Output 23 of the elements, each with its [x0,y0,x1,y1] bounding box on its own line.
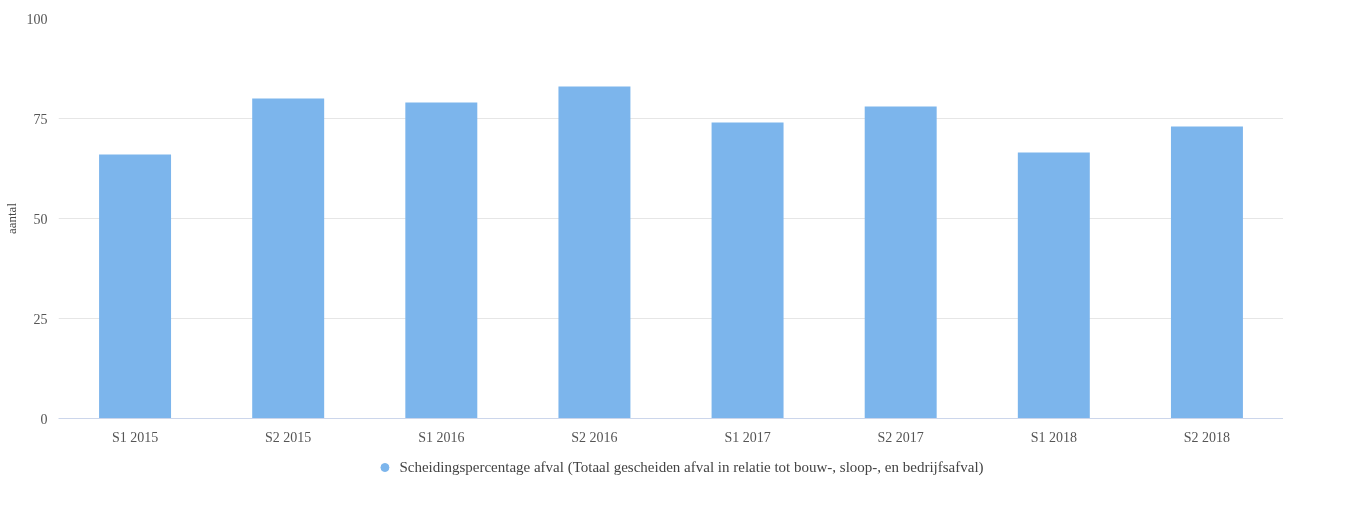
legend-label: Scheidingspercentage afval (Totaal gescheiden afval in relatie tot bouw-, sloop-, en bedrijfsafval) [399,458,984,476]
y-tick-label: 100 [26,11,48,27]
x-tick-label: S1 2017 [724,429,771,445]
x-tick-label: S1 2018 [1030,429,1077,445]
y-tick-label: 75 [33,111,48,127]
y-axis-title: aantal [3,202,19,235]
x-tick-label: S1 2015 [111,429,159,445]
x-tick-label: S2 2017 [877,429,924,445]
y-tick-label: 0 [40,411,48,427]
x-tick-label: S2 2015 [265,429,312,445]
x-tick-label: S2 2016 [571,429,618,445]
x-tick-label: S2 2018 [1183,429,1231,445]
y-tick-label: 25 [33,311,48,327]
x-tick-label: S1 2016 [418,429,465,445]
bar [99,154,172,419]
y-tick-label: 50 [33,211,48,227]
bar [405,102,478,419]
bar [711,122,784,419]
bar [1017,152,1090,419]
bar [558,86,631,419]
bar [252,98,325,419]
bar [1170,126,1243,419]
bar [864,106,937,419]
